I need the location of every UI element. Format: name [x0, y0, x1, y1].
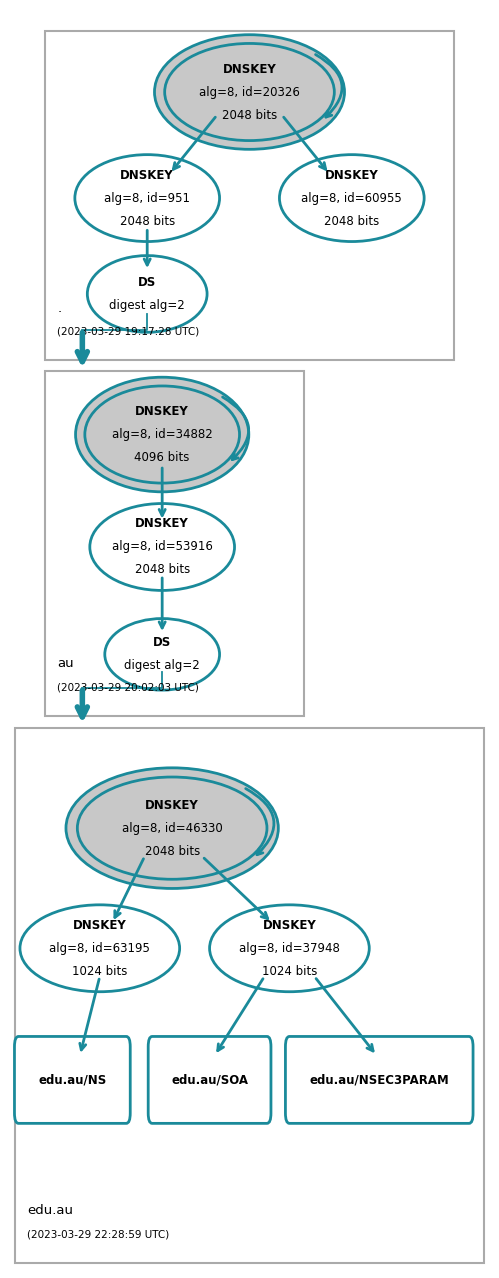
Text: (2023-03-29 20:02:03 UTC): (2023-03-29 20:02:03 UTC) [57, 682, 199, 693]
Text: edu.au/NS: edu.au/NS [38, 1074, 106, 1086]
Text: DS: DS [138, 276, 156, 289]
Text: digest alg=2: digest alg=2 [109, 299, 185, 312]
Text: 2048 bits: 2048 bits [135, 564, 190, 576]
Text: 2048 bits: 2048 bits [145, 845, 200, 858]
FancyArrowPatch shape [223, 397, 249, 460]
Ellipse shape [210, 905, 369, 992]
Ellipse shape [66, 768, 278, 888]
Text: DNSKEY: DNSKEY [325, 169, 379, 181]
Ellipse shape [75, 155, 220, 242]
Text: alg=8, id=53916: alg=8, id=53916 [112, 541, 213, 553]
Text: DNSKEY: DNSKEY [73, 919, 127, 932]
FancyArrowPatch shape [246, 789, 274, 855]
Ellipse shape [165, 43, 334, 141]
Text: edu.au: edu.au [27, 1204, 73, 1217]
Text: digest alg=2: digest alg=2 [124, 659, 200, 672]
Text: edu.au/NSEC3PARAM: edu.au/NSEC3PARAM [309, 1074, 449, 1086]
FancyBboxPatch shape [45, 371, 304, 716]
Text: alg=8, id=63195: alg=8, id=63195 [49, 942, 150, 955]
Ellipse shape [105, 619, 220, 690]
Text: (2023-03-29 22:28:59 UTC): (2023-03-29 22:28:59 UTC) [27, 1229, 170, 1240]
Text: alg=8, id=20326: alg=8, id=20326 [199, 86, 300, 98]
Ellipse shape [90, 504, 235, 590]
Text: (2023-03-29 19:17:28 UTC): (2023-03-29 19:17:28 UTC) [57, 327, 200, 337]
Text: DNSKEY: DNSKEY [223, 63, 276, 75]
Text: DNSKEY: DNSKEY [120, 169, 174, 181]
Text: alg=8, id=46330: alg=8, id=46330 [122, 822, 223, 835]
FancyBboxPatch shape [148, 1036, 271, 1123]
Ellipse shape [279, 155, 424, 242]
Text: au: au [57, 657, 74, 670]
Text: DNSKEY: DNSKEY [135, 405, 189, 418]
Text: 2048 bits: 2048 bits [222, 109, 277, 121]
Ellipse shape [77, 777, 267, 879]
FancyBboxPatch shape [14, 1036, 130, 1123]
Text: 2048 bits: 2048 bits [120, 215, 175, 227]
Text: alg=8, id=60955: alg=8, id=60955 [301, 192, 402, 204]
Text: DS: DS [153, 636, 171, 649]
Ellipse shape [155, 35, 344, 150]
Text: DNSKEY: DNSKEY [262, 919, 316, 932]
Text: 1024 bits: 1024 bits [262, 965, 317, 978]
FancyArrowPatch shape [315, 55, 342, 118]
Ellipse shape [20, 905, 180, 992]
Text: 4096 bits: 4096 bits [135, 451, 190, 464]
Text: alg=8, id=34882: alg=8, id=34882 [112, 428, 213, 441]
FancyBboxPatch shape [15, 728, 484, 1263]
Text: .: . [57, 302, 61, 314]
Text: alg=8, id=951: alg=8, id=951 [104, 192, 190, 204]
Text: DNSKEY: DNSKEY [135, 518, 189, 530]
Ellipse shape [85, 386, 240, 483]
Text: 1024 bits: 1024 bits [72, 965, 127, 978]
Ellipse shape [87, 256, 207, 332]
Text: 2048 bits: 2048 bits [324, 215, 379, 227]
Text: edu.au/SOA: edu.au/SOA [171, 1074, 248, 1086]
FancyBboxPatch shape [45, 31, 454, 360]
Text: DNSKEY: DNSKEY [145, 799, 199, 812]
Ellipse shape [75, 377, 249, 492]
FancyBboxPatch shape [285, 1036, 473, 1123]
Text: alg=8, id=37948: alg=8, id=37948 [239, 942, 340, 955]
